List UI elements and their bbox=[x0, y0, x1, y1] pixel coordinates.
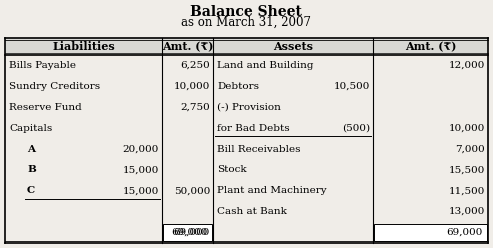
Text: 15,500: 15,500 bbox=[449, 165, 485, 174]
Text: (500): (500) bbox=[342, 124, 370, 133]
Text: 10,000: 10,000 bbox=[174, 82, 210, 91]
Bar bbox=[163, 224, 212, 242]
Text: 69,000: 69,000 bbox=[174, 228, 210, 237]
Text: 69,000: 69,000 bbox=[172, 228, 208, 237]
Text: Amt. (₹): Amt. (₹) bbox=[405, 41, 456, 52]
Text: Sundry Creditors: Sundry Creditors bbox=[9, 82, 100, 91]
Text: 6,250: 6,250 bbox=[180, 61, 210, 70]
Text: Stock: Stock bbox=[217, 165, 246, 174]
Text: (-) Provision: (-) Provision bbox=[217, 103, 281, 112]
Text: Liabilities: Liabilities bbox=[52, 41, 115, 52]
Text: 11,500: 11,500 bbox=[449, 186, 485, 195]
Text: Plant and Machinery: Plant and Machinery bbox=[217, 186, 327, 195]
Text: 15,000: 15,000 bbox=[123, 186, 159, 195]
Text: for Bad Debts: for Bad Debts bbox=[217, 124, 289, 133]
Text: Assets: Assets bbox=[273, 41, 313, 52]
Text: 12,000: 12,000 bbox=[449, 61, 485, 70]
Text: 7,000: 7,000 bbox=[455, 145, 485, 154]
Text: Amt. (₹): Amt. (₹) bbox=[162, 41, 213, 52]
Text: Capitals: Capitals bbox=[9, 124, 52, 133]
Bar bbox=[374, 224, 487, 242]
Text: 69,000: 69,000 bbox=[447, 228, 483, 237]
Text: 2,750: 2,750 bbox=[180, 103, 210, 112]
Text: 50,000: 50,000 bbox=[174, 186, 210, 195]
Text: 13,000: 13,000 bbox=[449, 207, 485, 216]
Text: Bills Payable: Bills Payable bbox=[9, 61, 76, 70]
Text: 15,000: 15,000 bbox=[123, 165, 159, 174]
Text: B: B bbox=[27, 165, 36, 174]
Text: Bill Receivables: Bill Receivables bbox=[217, 145, 301, 154]
Text: A: A bbox=[27, 145, 35, 154]
Text: 20,000: 20,000 bbox=[123, 145, 159, 154]
Text: Reserve Fund: Reserve Fund bbox=[9, 103, 82, 112]
Bar bbox=[5, 38, 488, 55]
Text: 10,000: 10,000 bbox=[449, 124, 485, 133]
Text: Cash at Bank: Cash at Bank bbox=[217, 207, 287, 216]
Text: as on March 31, 2007: as on March 31, 2007 bbox=[181, 15, 311, 29]
Text: Land and Building: Land and Building bbox=[217, 61, 314, 70]
Text: Debtors: Debtors bbox=[217, 82, 259, 91]
Text: C: C bbox=[27, 186, 35, 195]
Text: Balance Sheet: Balance Sheet bbox=[190, 5, 302, 19]
Text: 10,500: 10,500 bbox=[334, 82, 370, 91]
